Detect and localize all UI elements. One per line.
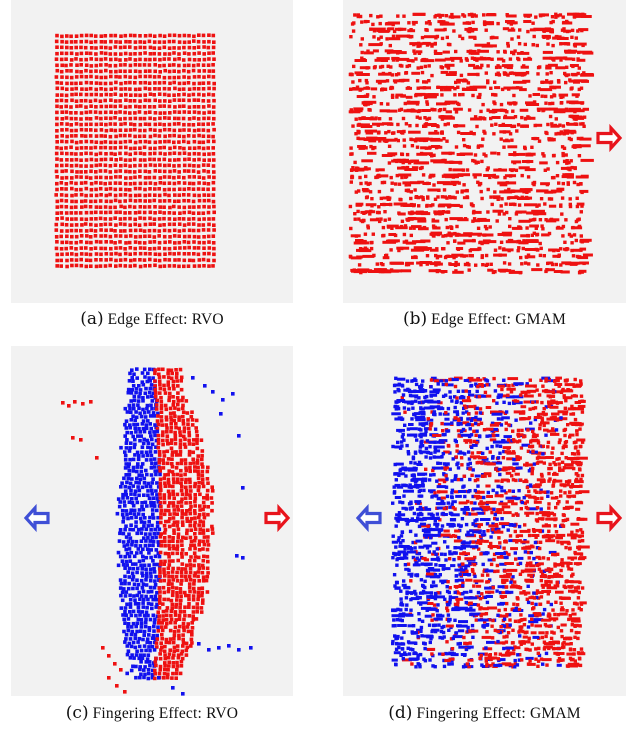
caption-d-text: Fingering Effect: GMAM <box>416 705 581 722</box>
agents-red-a <box>54 33 216 269</box>
plot-b <box>348 12 623 275</box>
caption-d-label: (d) <box>388 703 413 723</box>
arrow-right-icon <box>23 503 50 533</box>
arrow-right-icon <box>355 503 382 533</box>
caption-a: (a) Edge Effect: RVO <box>11 309 293 329</box>
caption-b: (b) Edge Effect: GMAM <box>343 309 626 329</box>
caption-c: (c) Fingering Effect: RVO <box>11 703 293 723</box>
caption-c-text: Fingering Effect: RVO <box>92 705 239 722</box>
plot-d <box>355 376 623 669</box>
panel-a-edge-rvo <box>11 0 293 303</box>
caption-c-label: (c) <box>65 703 89 723</box>
agents-red-b <box>348 12 595 275</box>
caption-b-text: Edge Effect: GMAM <box>431 311 566 328</box>
arrow-left-icon <box>596 123 623 153</box>
plot-a <box>54 33 216 269</box>
caption-a-label: (a) <box>80 309 104 329</box>
arrow-left-icon <box>596 503 623 533</box>
panel-c-fingering-rvo <box>11 346 293 696</box>
plot-c <box>23 367 291 696</box>
caption-b-label: (b) <box>403 309 428 329</box>
agents-c <box>61 367 253 696</box>
agents-d <box>391 376 590 669</box>
panel-d-fingering-gmam <box>343 346 626 696</box>
panel-b-edge-gmam <box>343 0 626 303</box>
caption-a-text: Edge Effect: RVO <box>107 311 224 328</box>
caption-d: (d) Fingering Effect: GMAM <box>343 703 626 723</box>
arrow-left-icon <box>264 503 291 533</box>
